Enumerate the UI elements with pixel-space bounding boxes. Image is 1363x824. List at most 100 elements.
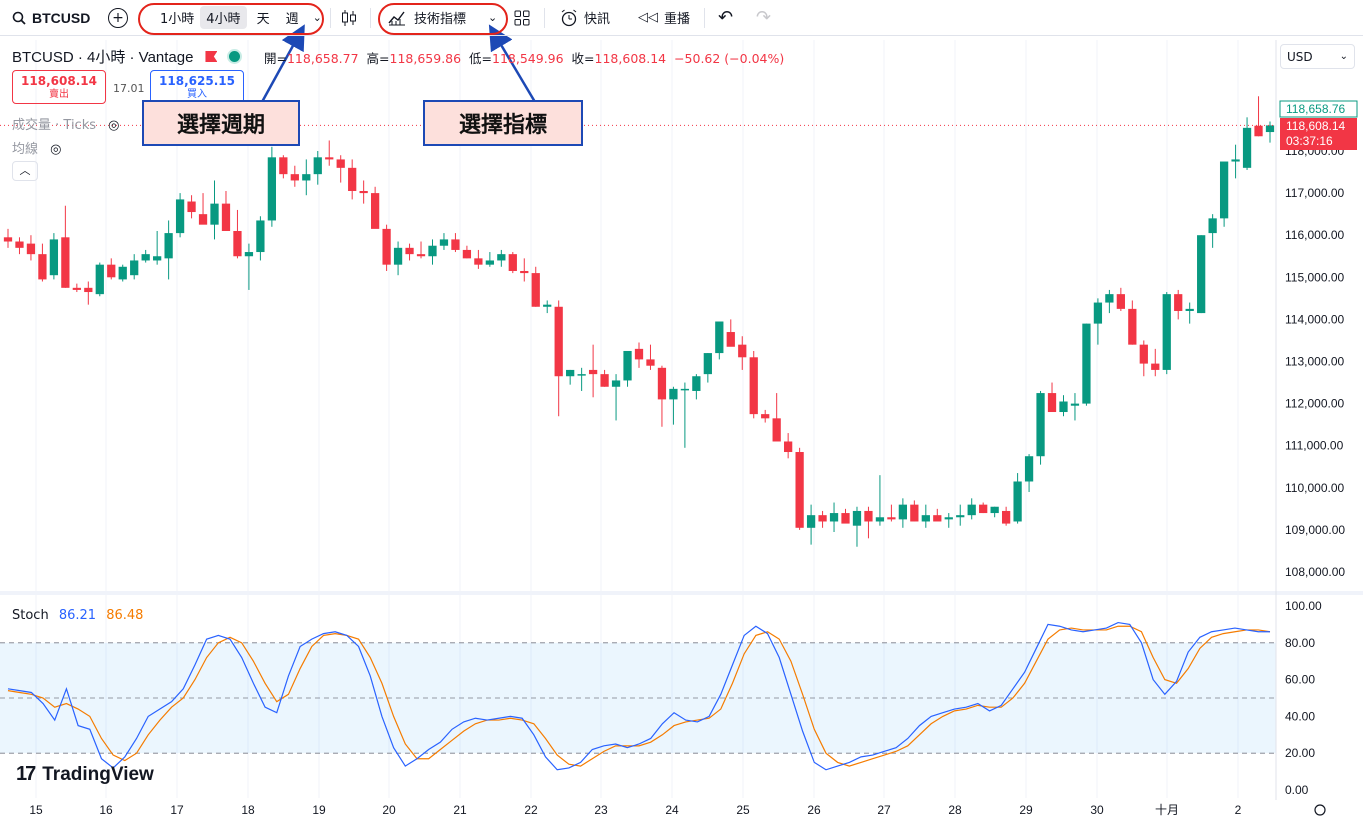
stoch-d-line bbox=[7, 625, 1271, 767]
candle-body bbox=[875, 517, 885, 522]
tf-day[interactable]: 天 bbox=[256, 12, 270, 27]
stoch-d-value: 86.48 bbox=[106, 608, 144, 623]
symbol-search[interactable]: BTCUSD bbox=[12, 0, 90, 36]
candle-body bbox=[749, 357, 758, 415]
time-tick-label: 20 bbox=[382, 803, 396, 817]
candle-body bbox=[370, 193, 380, 229]
replay-button[interactable]: ◁◁ 重播 bbox=[638, 0, 690, 36]
price-tick-label: 109,000.00 bbox=[1285, 523, 1345, 537]
candle-body bbox=[118, 266, 127, 280]
currency-label: USD bbox=[1287, 49, 1313, 64]
candle-body bbox=[841, 513, 850, 524]
candle-body bbox=[1013, 481, 1022, 522]
countdown-label: 03:37:16 bbox=[1286, 134, 1333, 148]
stoch-tick-label: 80.00 bbox=[1285, 636, 1315, 650]
callout-select-indicator: 選擇指標 bbox=[423, 100, 583, 146]
divider bbox=[544, 8, 545, 28]
price-tick-label: 117,000.00 bbox=[1285, 186, 1344, 200]
candle-body bbox=[1116, 294, 1125, 309]
indicators-label: 技術指標 bbox=[414, 12, 467, 27]
candle-body bbox=[428, 245, 437, 257]
price-tick-label: 115,000.00 bbox=[1285, 270, 1344, 284]
candle-body bbox=[451, 239, 460, 250]
candle-body bbox=[646, 359, 655, 366]
candle-body bbox=[233, 230, 242, 257]
candle-body bbox=[703, 353, 712, 375]
replay-label: 重播 bbox=[664, 12, 691, 27]
candle-body bbox=[313, 157, 322, 175]
branding-label: TradingView bbox=[42, 763, 154, 785]
tradingview-logo: 17 TradingView bbox=[16, 763, 154, 786]
candle-body bbox=[256, 220, 265, 253]
candle-body bbox=[15, 241, 24, 248]
tf-1h[interactable]: 1小時 bbox=[160, 12, 195, 27]
undo-icon: ↶ bbox=[718, 7, 734, 28]
candle-body bbox=[1185, 308, 1194, 311]
change-value: −50.62 (−0.04%) bbox=[674, 51, 785, 66]
time-tick-label: 30 bbox=[1090, 803, 1104, 817]
candle-body bbox=[164, 233, 173, 259]
tf-4h[interactable]: 4小時 bbox=[200, 6, 247, 29]
candle-body bbox=[474, 258, 483, 265]
candle-body bbox=[1151, 363, 1160, 370]
divider bbox=[330, 8, 331, 28]
sell-button[interactable]: 118,608.14 賣出 bbox=[12, 70, 106, 104]
high-value: 118,659.86 bbox=[389, 51, 462, 66]
candle-body bbox=[1242, 127, 1252, 168]
stoch-legend[interactable]: Stoch 86.21 86.48 bbox=[12, 608, 143, 623]
tf-week[interactable]: 週 bbox=[285, 12, 299, 27]
stoch-k-line bbox=[7, 621, 1270, 771]
volume-legend[interactable]: 成交量 · Ticks ◎ bbox=[12, 118, 120, 133]
chart-type-button[interactable] bbox=[340, 0, 358, 36]
candle-body bbox=[806, 515, 816, 528]
ma-legend[interactable]: 均線 ◎ bbox=[12, 142, 62, 157]
divider bbox=[704, 8, 705, 28]
bid-price-tag bbox=[1280, 118, 1357, 150]
candle-body bbox=[692, 376, 701, 391]
candles-icon bbox=[342, 9, 356, 26]
candle-body bbox=[3, 237, 13, 242]
candle-body bbox=[1162, 294, 1171, 370]
candle-body bbox=[198, 214, 208, 225]
candle-body bbox=[244, 252, 254, 257]
candle-body bbox=[795, 452, 804, 528]
stoch-tick-label: 20.00 bbox=[1285, 746, 1315, 760]
candle-body bbox=[279, 157, 288, 175]
candle-body bbox=[61, 237, 70, 288]
currency-selector[interactable]: USD ⌄ bbox=[1280, 44, 1355, 69]
redo-button[interactable]: ↷ bbox=[756, 0, 771, 36]
eye-off-icon[interactable]: ◎ bbox=[108, 118, 120, 133]
eye-off-icon[interactable]: ◎ bbox=[50, 142, 62, 157]
alert-button[interactable]: 快訊 bbox=[560, 0, 610, 36]
settings-icon bbox=[1314, 804, 1326, 816]
candle-body bbox=[210, 203, 219, 225]
buy-button[interactable]: 118,625.15 買入 bbox=[150, 70, 244, 104]
candle-body bbox=[416, 254, 426, 257]
candle-body bbox=[1219, 161, 1229, 219]
add-symbol-button[interactable]: + bbox=[108, 0, 128, 36]
timeframe-highlight bbox=[138, 3, 324, 35]
candle-body bbox=[290, 174, 299, 181]
candle-body bbox=[1047, 393, 1057, 413]
buy-label: 買入 bbox=[187, 89, 207, 100]
flag-icon bbox=[205, 51, 218, 62]
candle-body bbox=[669, 388, 678, 400]
price-tick-label: 108,000.00 bbox=[1285, 565, 1345, 579]
chevron-up-icon: ︿ bbox=[19, 164, 31, 177]
collapse-legend-button[interactable]: ︿ bbox=[12, 161, 38, 181]
candle-body bbox=[1208, 218, 1217, 234]
candle-body bbox=[864, 510, 873, 522]
candle-body bbox=[726, 332, 735, 347]
timeframe-selector[interactable]: 1小時 4小時 天 週 ⌄ bbox=[154, 0, 328, 36]
candle-body bbox=[508, 254, 517, 271]
candle-body bbox=[1001, 510, 1011, 524]
time-tick-label: 27 bbox=[877, 803, 891, 817]
layouts-button[interactable] bbox=[514, 0, 530, 36]
time-tick-label: 29 bbox=[1019, 803, 1033, 817]
undo-button[interactable]: ↶ bbox=[718, 0, 733, 36]
candle-body bbox=[1070, 403, 1080, 406]
arrow-to-indicators bbox=[488, 24, 537, 103]
candle-body bbox=[623, 350, 632, 381]
grid-icon bbox=[514, 10, 530, 25]
